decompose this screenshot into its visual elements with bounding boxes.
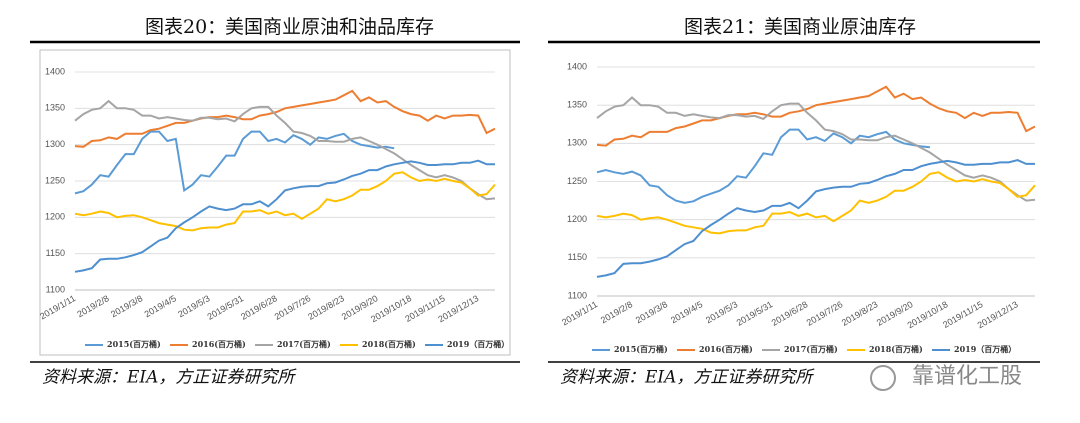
x-tick-label: 2019/5/3 xyxy=(704,299,739,325)
watermark: 靠谱化工股 xyxy=(912,364,1022,389)
legend-label: 2019（百万桶） xyxy=(954,344,1016,354)
legend-label: 2018(百万桶) xyxy=(869,344,923,354)
y-tick-label: 1400 xyxy=(567,61,587,71)
legend-label: 2016(百万桶) xyxy=(699,344,753,354)
x-tick-label: 2019/6/28 xyxy=(770,299,810,328)
legend-label: 2018(百万桶) xyxy=(362,339,416,349)
y-tick-label: 1300 xyxy=(45,139,65,149)
x-tick-label: 2019/7/26 xyxy=(273,293,313,322)
y-tick-label: 1100 xyxy=(46,284,65,294)
y-tick-label: 1250 xyxy=(567,176,587,186)
x-tick-label: 2019/5/31 xyxy=(206,293,246,322)
series-line xyxy=(596,96,1036,202)
series-line xyxy=(74,171,496,232)
y-tick-label: 1150 xyxy=(568,252,587,262)
series-line xyxy=(596,171,1036,235)
x-tick-label: 2019/2/8 xyxy=(599,299,634,325)
series-line xyxy=(596,128,930,204)
figure-label: 图表20： xyxy=(145,16,226,38)
x-tick-label: 2019/4/5 xyxy=(669,299,704,325)
x-tick-label: 2019/8/23 xyxy=(840,299,880,328)
legend-label: 2019（百万桶） xyxy=(447,339,509,349)
x-tick-label: 2019/4/5 xyxy=(143,293,178,319)
y-tick-label: 1350 xyxy=(45,103,65,113)
series-line xyxy=(596,85,1036,147)
series-line xyxy=(74,130,395,195)
x-tick-label: 2019/2/8 xyxy=(75,293,110,319)
series-line xyxy=(74,159,495,273)
figure-label: 图表21： xyxy=(684,16,765,38)
source-note: 资料来源：EIA，方正证券研究所 xyxy=(560,368,815,388)
x-tick-label: 2019/6/28 xyxy=(239,293,279,322)
x-tick-label: 2019/5/31 xyxy=(735,299,775,328)
y-tick-label: 1400 xyxy=(45,66,65,76)
y-tick-label: 1250 xyxy=(45,175,65,185)
legend-label: 2015(百万桶) xyxy=(107,339,161,349)
series-line xyxy=(74,99,496,201)
source-note: 资料来源：EIA，方正证券研究所 xyxy=(42,368,297,388)
chart-title: 美国商业原油和油品库存 xyxy=(225,16,434,38)
x-tick-label: 2019/3/8 xyxy=(109,293,144,319)
x-tick-label: 2019/3/8 xyxy=(634,299,669,325)
legend-label: 2015(百万桶) xyxy=(614,344,668,354)
y-tick-label: 1200 xyxy=(567,214,587,224)
y-tick-label: 1200 xyxy=(45,212,65,222)
x-tick-label: 2019/7/26 xyxy=(805,299,845,328)
series-line xyxy=(74,89,496,148)
legend-label: 2016(百万桶) xyxy=(192,339,246,349)
x-tick-label: 2019/1/11 xyxy=(38,293,77,321)
y-tick-label: 1150 xyxy=(46,248,65,258)
x-tick-label: 2019/1/11 xyxy=(560,299,599,327)
chart-title: 美国商业原油库存 xyxy=(764,16,916,38)
series-line xyxy=(596,159,1035,278)
watermark-icon xyxy=(870,365,896,391)
y-tick-label: 1300 xyxy=(567,138,587,148)
legend-label: 2017(百万桶) xyxy=(277,339,331,349)
chart-frame xyxy=(39,49,511,356)
y-tick-label: 1350 xyxy=(567,100,587,110)
legend-label: 2017(百万桶) xyxy=(784,344,838,354)
y-tick-label: 1100 xyxy=(568,290,587,300)
x-tick-label: 2019/8/23 xyxy=(306,293,346,322)
